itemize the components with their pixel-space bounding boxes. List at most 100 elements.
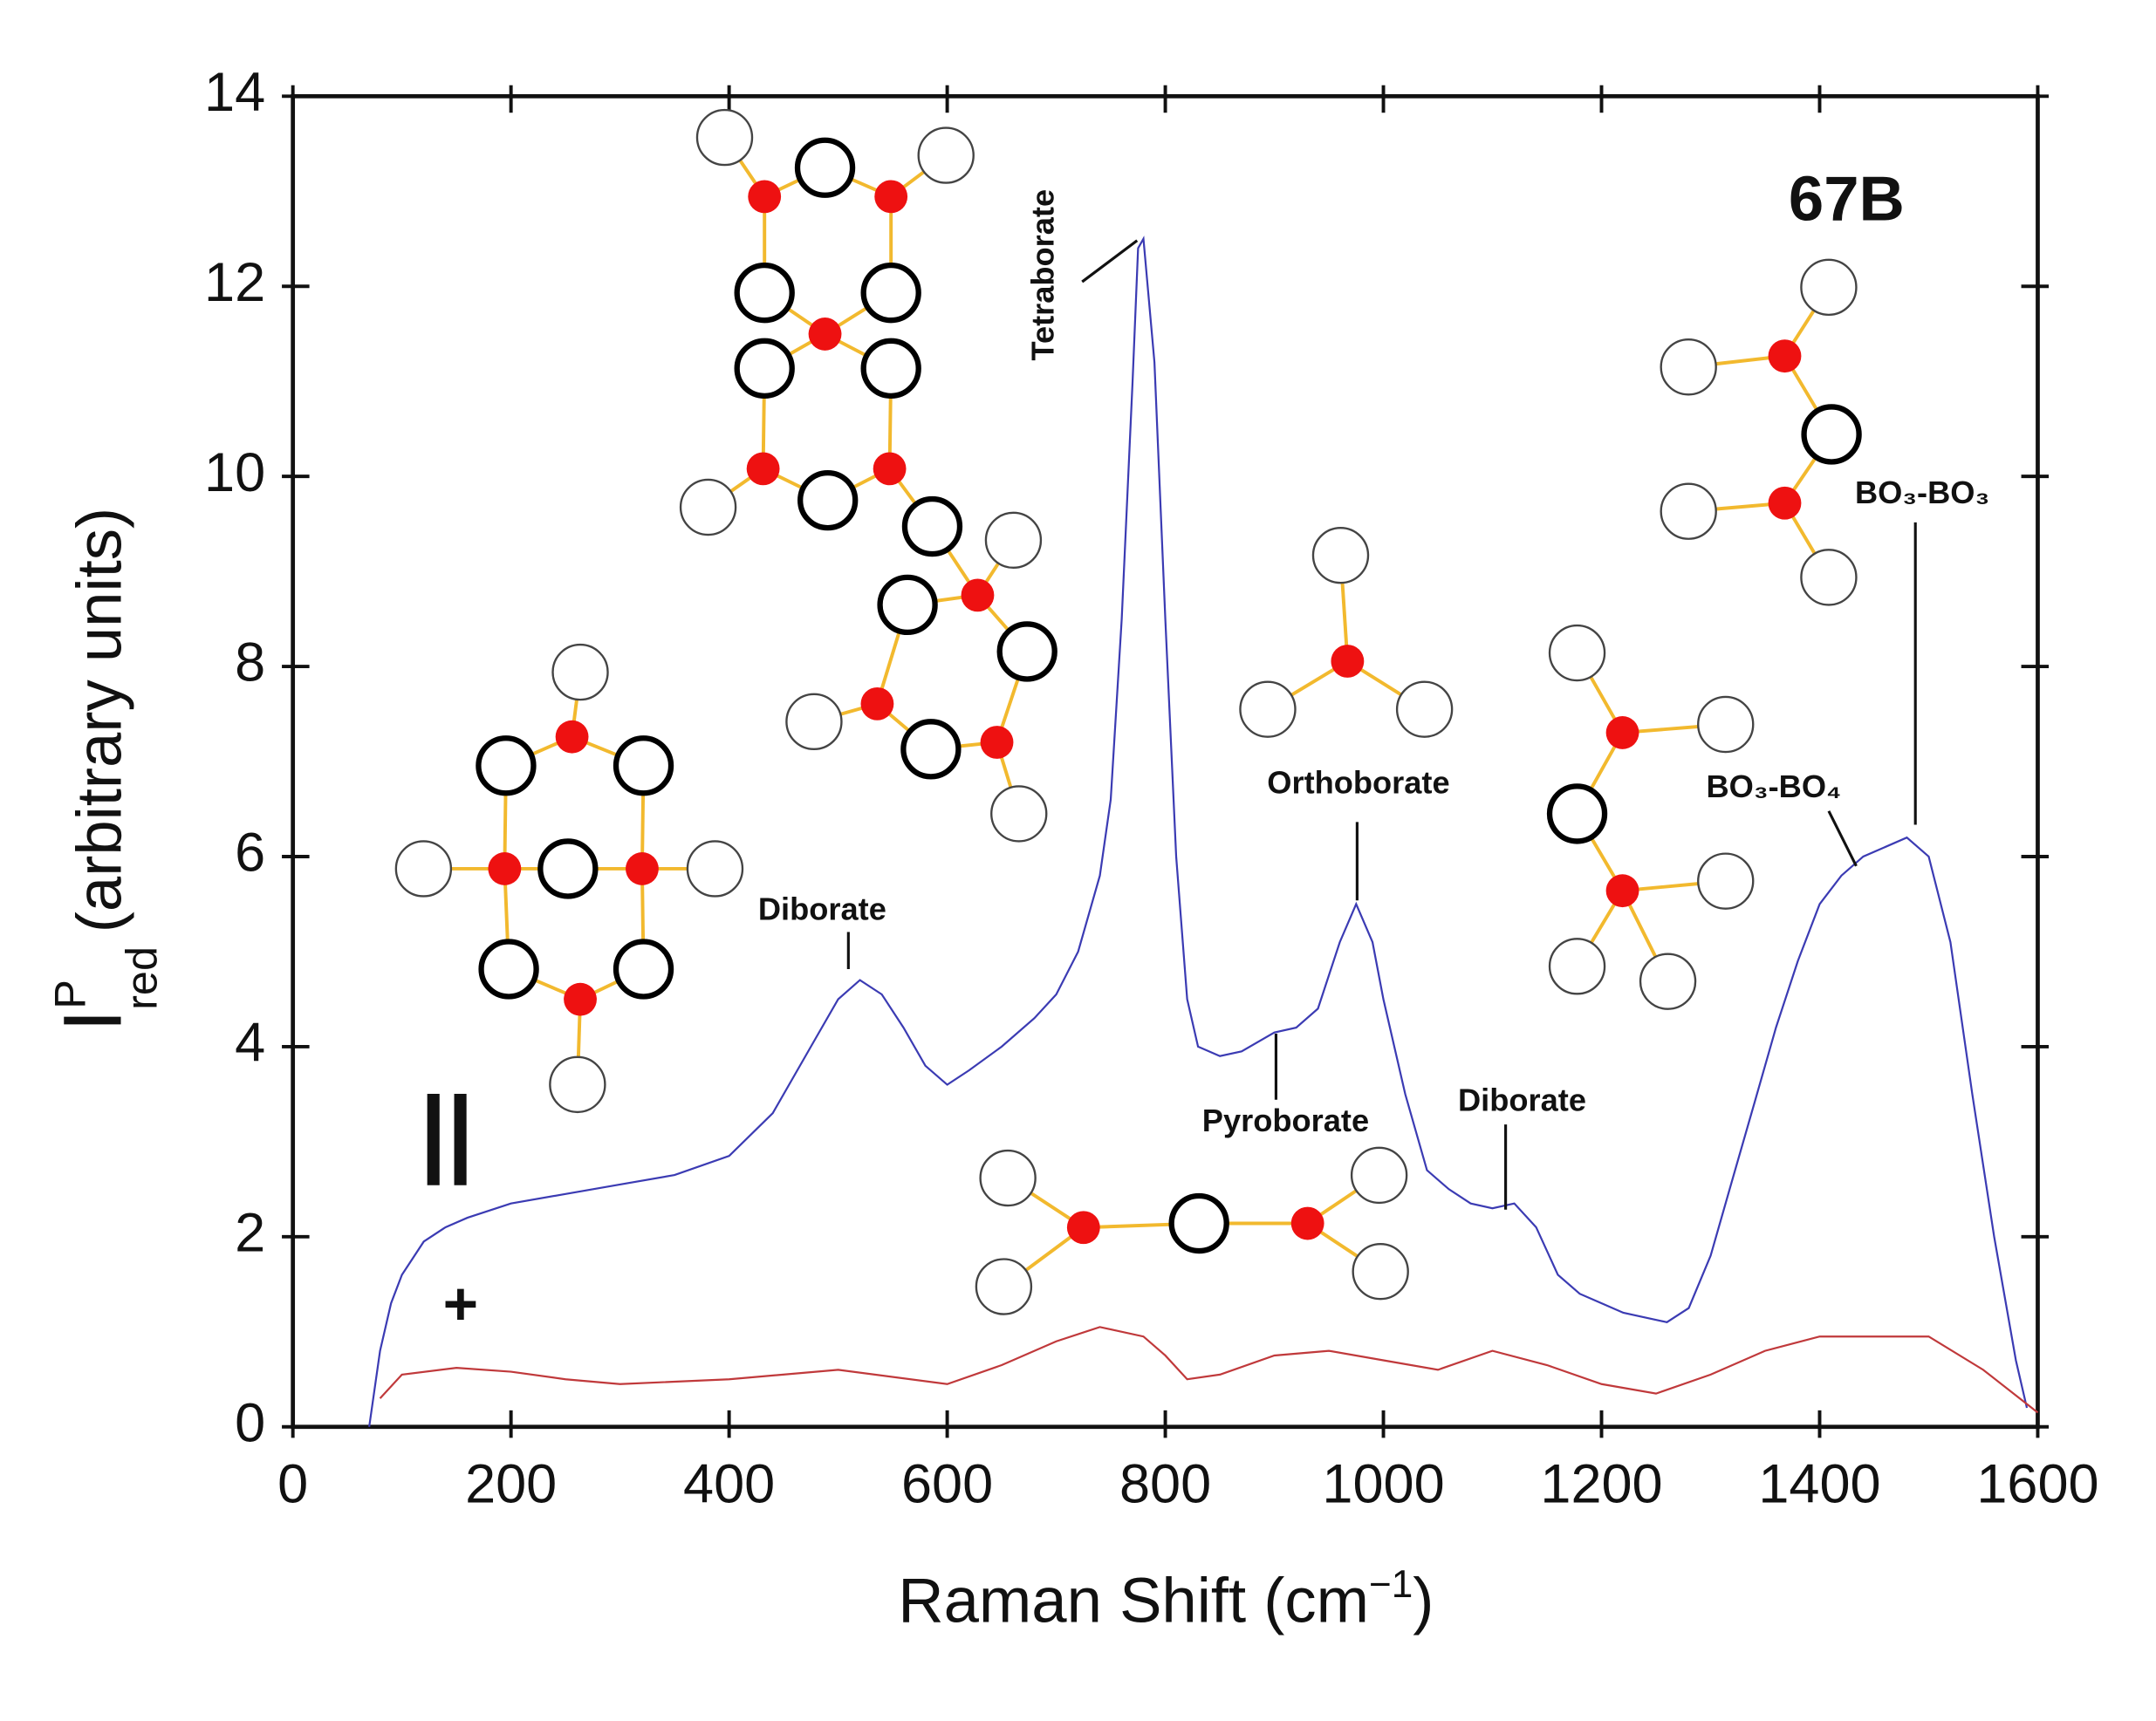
oxygen-atom: [679, 478, 737, 536]
boron-atom: [626, 852, 659, 885]
y-tick-label: 4: [235, 1013, 265, 1074]
x-tick-label: 600: [901, 1453, 993, 1514]
oxygen-atom: [551, 643, 609, 701]
y-label-sub: red: [117, 946, 167, 1010]
x-tick-label: 1000: [1322, 1453, 1444, 1514]
bridging-oxygen: [1546, 783, 1608, 844]
x-label-sup: −1: [1369, 1563, 1413, 1606]
boron-atom: [1331, 645, 1365, 678]
bridging-oxygen: [537, 838, 599, 899]
bridging-oxygen: [797, 469, 859, 531]
boron-atom: [564, 982, 597, 1016]
bridging-oxygen: [1801, 404, 1862, 465]
bridging-oxygen: [794, 137, 856, 198]
molecule: [1239, 526, 1454, 738]
y-axis-label: IP red (arbitrary units): [45, 508, 167, 1032]
oxygen-atom: [394, 840, 453, 898]
oxygen-atom: [1548, 624, 1606, 682]
annotation: Diborate: [1458, 1082, 1586, 1117]
boron-atom: [1768, 339, 1802, 373]
oxygen-atom: [549, 1055, 606, 1114]
boron-atom: [873, 452, 907, 486]
boron-atom: [1605, 874, 1639, 908]
bridging-oxygen: [900, 719, 962, 780]
bridging-oxygen: [996, 621, 1057, 682]
boron-atom: [874, 180, 908, 214]
x-axis-label: Raman Shift (cm−1): [898, 1563, 1434, 1636]
x-label-end: ): [1413, 1566, 1434, 1636]
y-label-rest: (arbitrary units): [65, 508, 135, 932]
oxygen-atom: [975, 1258, 1033, 1315]
oxygen-atom: [1697, 852, 1755, 910]
bridging-oxygen: [613, 939, 674, 1000]
y-label-sup: P: [45, 980, 95, 1009]
x-tick-label: 200: [465, 1453, 557, 1514]
oxygen-atom: [1697, 695, 1755, 754]
boron-atom: [748, 180, 782, 214]
x-tick-label: 1400: [1758, 1453, 1880, 1514]
boron-atom: [980, 726, 1014, 759]
oxygen-atom: [1395, 680, 1454, 738]
y-tick-label: 8: [235, 632, 265, 693]
y-tick-label: 14: [204, 62, 265, 123]
series-label: ||: [420, 1077, 474, 1185]
boron-atom: [1605, 716, 1639, 749]
oxygen-atom: [1352, 1242, 1409, 1301]
x-tick-label: 1200: [1540, 1453, 1662, 1514]
oxygen-atom: [1800, 549, 1858, 606]
series-label: +: [443, 1270, 479, 1338]
x-tick-label: 1600: [1976, 1453, 2098, 1514]
oxygen-atom: [695, 108, 754, 167]
annotation: Pyroborate: [1202, 1103, 1369, 1138]
oxygen-atom: [1639, 953, 1697, 1010]
oxygen-atom: [917, 126, 975, 184]
bridging-oxygen: [613, 735, 674, 796]
bridging-oxygen: [860, 338, 921, 400]
oxygen-atom: [1350, 1146, 1408, 1205]
annotation: BO₃-BO₄: [1706, 768, 1841, 804]
bridging-oxygen: [877, 574, 938, 636]
x-tick-label: 800: [1119, 1453, 1211, 1514]
bridging-oxygen: [860, 262, 921, 324]
y-label-main: I: [47, 1009, 140, 1032]
bridging-oxygen: [901, 495, 963, 557]
annotation-pointer: [1827, 810, 1858, 867]
boron-atom: [746, 452, 780, 486]
annotation-pointer: [1081, 239, 1139, 283]
boron-atom: [1066, 1211, 1100, 1245]
plot-frame: [291, 93, 2040, 1430]
x-label-text: Raman Shift (cm: [898, 1566, 1369, 1636]
boron-atom: [860, 686, 894, 720]
boron-atom: [961, 578, 995, 612]
x-tick-label: 0: [277, 1453, 308, 1514]
y-tick-label: 2: [235, 1202, 265, 1263]
oxygen-atom: [1660, 482, 1717, 540]
molecule: [679, 108, 1057, 843]
oxygen-atom: [785, 693, 843, 751]
oxygen-atom: [1548, 938, 1606, 995]
series-line: [368, 236, 2029, 1427]
oxygen-atom: [686, 840, 744, 898]
bridging-oxygen: [478, 939, 539, 1000]
oxygen-atom: [979, 1149, 1037, 1207]
bridging-oxygen: [734, 338, 795, 400]
series-line: [379, 1326, 2039, 1414]
annotation: Diborate: [758, 891, 886, 926]
oxygen-atom: [1660, 338, 1717, 396]
chart-title: 67B: [1789, 163, 1905, 234]
molecule: [1546, 624, 1755, 1010]
boron-atom: [808, 318, 842, 351]
oxygen-atom: [1800, 258, 1858, 317]
boron-atom: [488, 852, 522, 885]
oxygen-atom: [990, 785, 1048, 843]
molecule: [1660, 258, 1862, 606]
y-tick-label: 12: [204, 252, 265, 313]
boron-atom: [1768, 486, 1802, 520]
bridging-oxygen: [1168, 1192, 1229, 1254]
annotation: Tetraborate: [1024, 189, 1060, 361]
oxygen-atom: [1311, 526, 1370, 584]
annotation: BO₃-BO₃: [1855, 475, 1989, 510]
bridging-oxygen: [476, 735, 537, 796]
molecule: [394, 643, 744, 1114]
